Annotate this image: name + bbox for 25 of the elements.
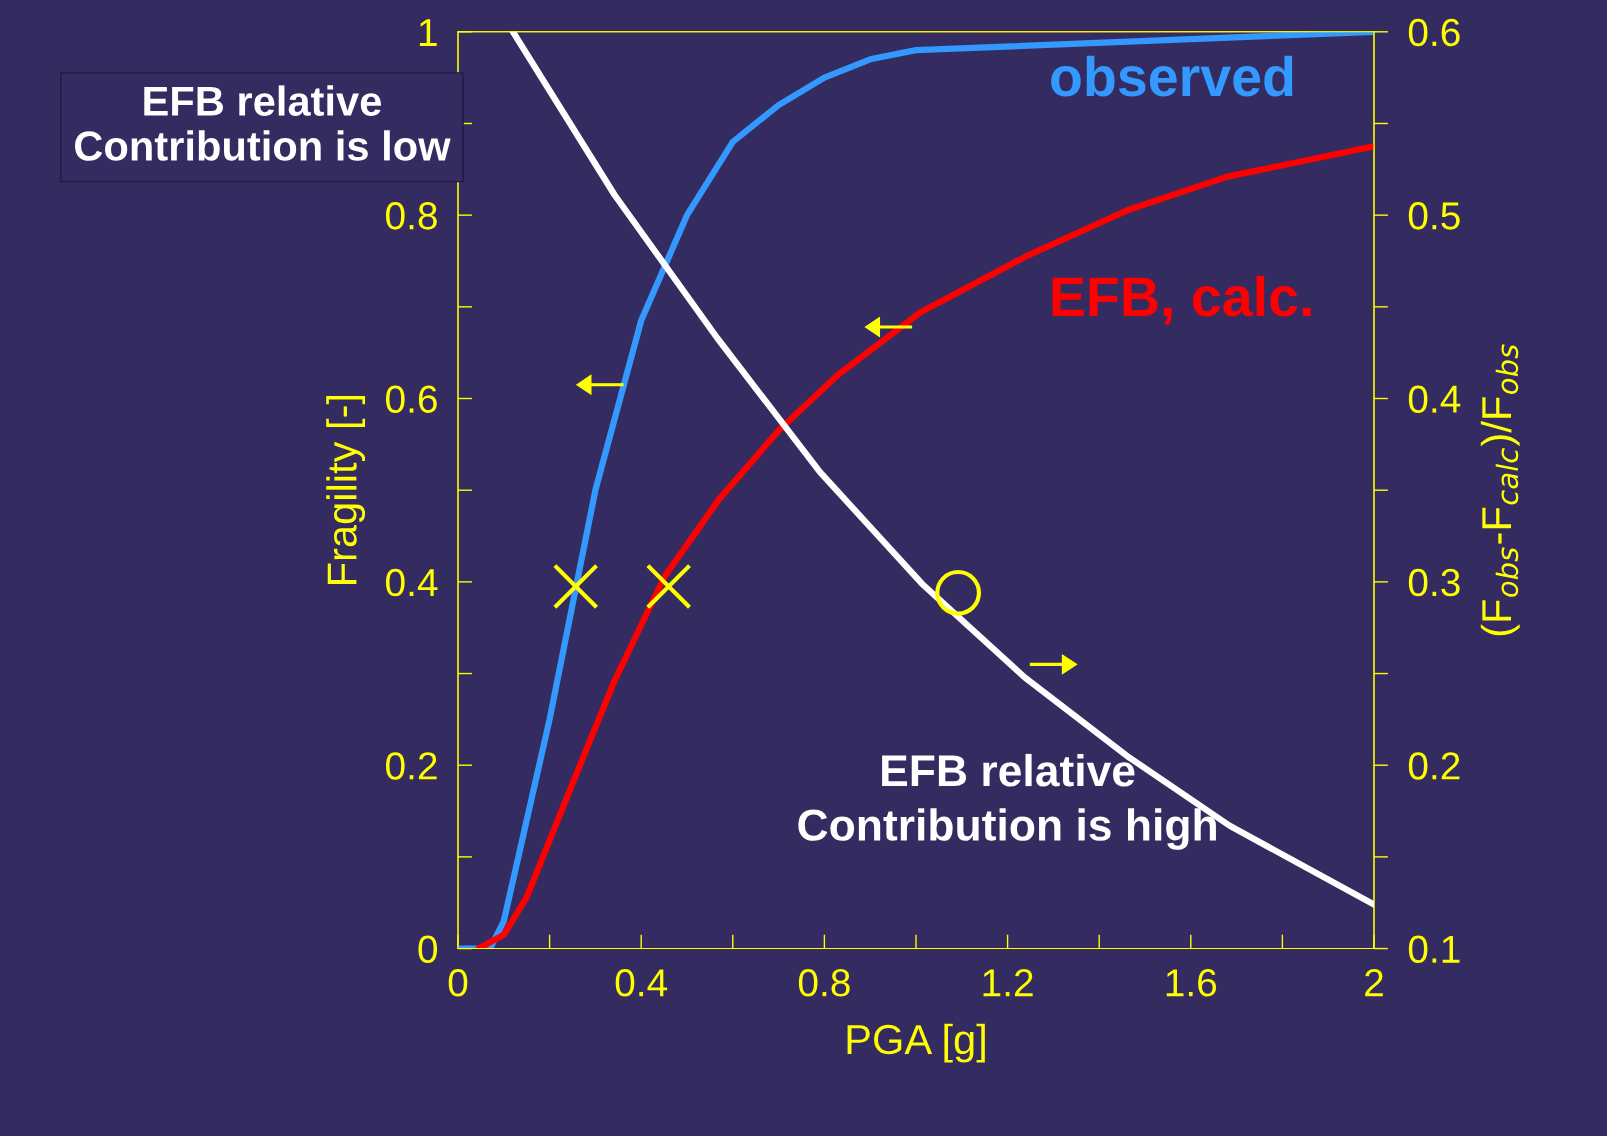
series-label: EFB, calc.: [1052, 275, 1311, 325]
y-tick-label: 0: [418, 935, 438, 964]
y2-tick-label: 0.6: [1408, 18, 1460, 47]
y2-axis-title: (F$_{obs}$-F$_{calc}$)/F$_{obs}$: [1480, 344, 1520, 636]
x-axis-title: PGA [g]: [847, 1023, 985, 1063]
y-axis-title: Fragility [-]: [326, 395, 366, 584]
x-tick-label: 2: [1365, 969, 1383, 997]
text: EFB relative Contribution is low: [75, 85, 451, 161]
annotation: EFB relative Contribution is high: [798, 753, 1216, 850]
x-tick-label: 1.6: [1166, 969, 1217, 997]
y-tick-label: 0.6: [386, 385, 437, 413]
y2-tick-label: 0.4: [1408, 385, 1461, 413]
y-tick-label: 0.4: [386, 568, 438, 597]
y2-tick-label: 0.5: [1408, 202, 1460, 230]
y2-tick-label: 0.1: [1408, 935, 1460, 964]
x-tick-label: 0.4: [615, 969, 668, 997]
y-tick-label: 1: [419, 19, 437, 46]
y-tick-label: 0.8: [386, 202, 437, 230]
y2-tick-label: 0.2: [1408, 752, 1460, 780]
y-tick-label: 0.2: [386, 752, 437, 780]
x-tick-label: 0: [448, 969, 468, 997]
x-tick-label: 1.2: [983, 969, 1033, 997]
y2-tick-label: 0.3: [1408, 568, 1460, 597]
x-tick-label: 0.8: [798, 969, 850, 997]
series-label: observed: [1051, 55, 1293, 97]
